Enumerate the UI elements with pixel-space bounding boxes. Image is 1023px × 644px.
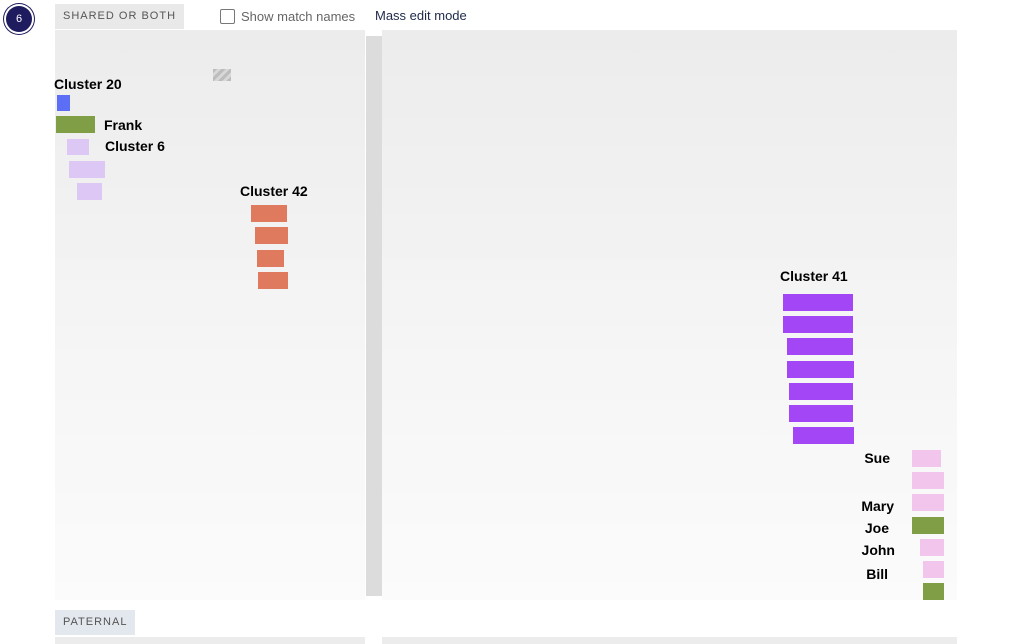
left-match-panel — [55, 30, 365, 600]
show-match-names-toggle[interactable]: Show match names — [220, 7, 355, 25]
match-bar[interactable] — [257, 250, 284, 267]
match-bar[interactable] — [787, 338, 853, 355]
section-label-paternal: PATERNAL — [55, 610, 136, 635]
show-match-names-label: Show match names — [241, 8, 356, 24]
match-bar-bill[interactable] — [923, 561, 944, 578]
match-bar[interactable] — [787, 361, 854, 378]
match-bar[interactable] — [57, 95, 70, 111]
sue-label: Sue — [864, 450, 890, 466]
panel-splitter[interactable] — [366, 36, 382, 596]
match-bar[interactable] — [783, 294, 853, 311]
match-bar[interactable] — [67, 139, 89, 155]
match-bar[interactable] — [77, 183, 102, 200]
paternal-panel-top — [55, 637, 365, 644]
match-bar[interactable] — [789, 383, 853, 400]
cluster-20-label: Cluster 20 — [54, 76, 122, 92]
john-label: John — [861, 542, 895, 558]
notification-count-badge[interactable]: 6 — [6, 6, 32, 32]
match-bar-frank[interactable] — [56, 116, 95, 133]
cluster-42-label: Cluster 42 — [240, 183, 308, 199]
match-bar[interactable] — [258, 272, 288, 289]
match-bar-sue[interactable] — [912, 450, 941, 467]
mary-label: Mary — [861, 498, 894, 514]
match-bar[interactable] — [783, 316, 853, 333]
joe-label: Joe — [864, 520, 889, 536]
cluster-6-label: Cluster 6 — [105, 138, 165, 154]
match-bar-john[interactable] — [920, 539, 944, 556]
match-bar[interactable] — [255, 227, 288, 244]
section-label-shared: SHARED OR BOTH — [55, 4, 185, 29]
mass-edit-mode-link[interactable]: Mass edit mode — [375, 8, 467, 23]
badge-count: 6 — [15, 13, 23, 25]
match-bar-joe[interactable] — [912, 517, 944, 534]
frank-label: Frank — [104, 117, 143, 133]
match-bar[interactable] — [251, 205, 287, 222]
bill-label: Bill — [866, 566, 888, 582]
match-bar[interactable] — [912, 472, 944, 489]
match-bar[interactable] — [789, 405, 853, 422]
show-match-names-checkbox[interactable] — [220, 8, 235, 24]
paternal-panel-top-right — [382, 637, 957, 644]
match-bar-mary[interactable] — [912, 494, 944, 511]
match-bar[interactable] — [793, 427, 854, 444]
hatched-match-bar[interactable] — [213, 69, 231, 81]
cluster-41-label: Cluster 41 — [780, 268, 848, 284]
right-match-panel — [382, 30, 957, 600]
match-bar[interactable] — [923, 583, 944, 600]
match-bar[interactable] — [69, 161, 105, 178]
